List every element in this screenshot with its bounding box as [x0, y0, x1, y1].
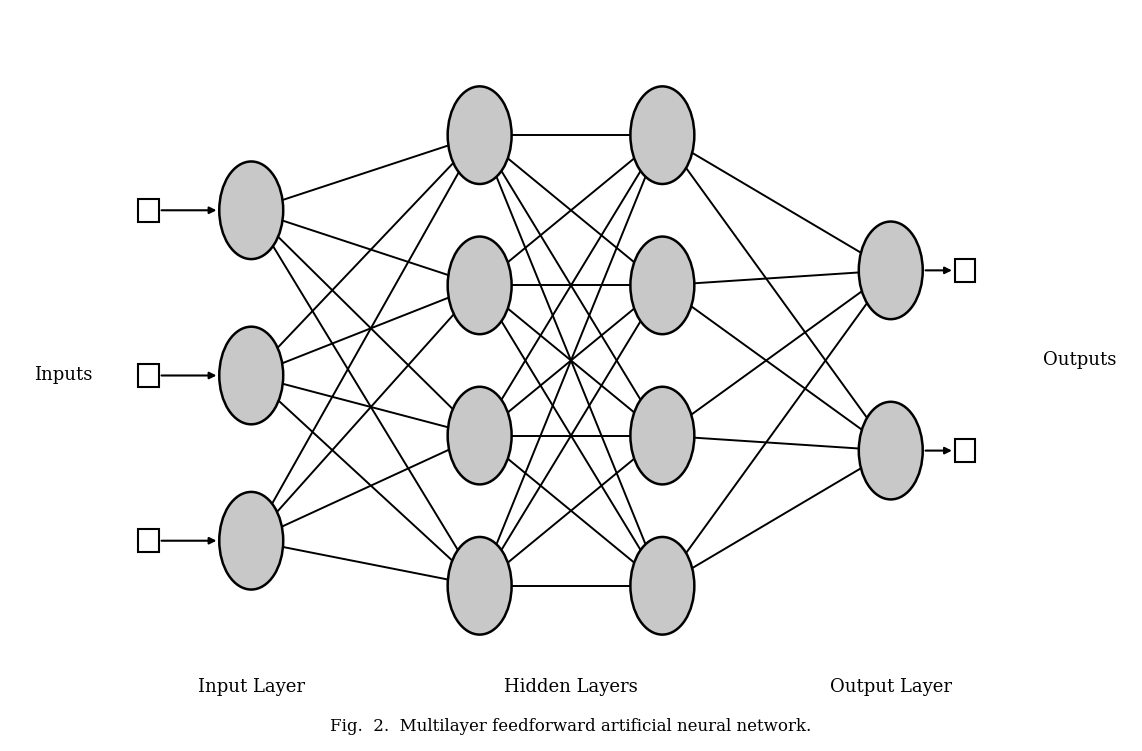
Bar	[955, 259, 975, 282]
Ellipse shape	[219, 161, 283, 259]
Bar	[138, 529, 159, 552]
Bar	[955, 439, 975, 462]
Ellipse shape	[630, 86, 694, 184]
Ellipse shape	[448, 237, 512, 334]
Text: Input Layer: Input Layer	[198, 678, 305, 696]
Ellipse shape	[859, 402, 923, 499]
Text: Fig.  2.  Multilayer feedforward artificial neural network.: Fig. 2. Multilayer feedforward artificia…	[330, 719, 812, 735]
Bar	[138, 364, 159, 387]
Ellipse shape	[448, 387, 512, 484]
Text: Output Layer: Output Layer	[830, 678, 951, 696]
Text: Hidden Layers: Hidden Layers	[504, 678, 638, 696]
Ellipse shape	[219, 492, 283, 590]
Ellipse shape	[448, 537, 512, 635]
Ellipse shape	[448, 86, 512, 184]
Text: Outputs: Outputs	[1043, 351, 1116, 369]
Ellipse shape	[859, 222, 923, 319]
Ellipse shape	[219, 327, 283, 424]
Ellipse shape	[630, 237, 694, 334]
Bar	[138, 199, 159, 222]
Text: Inputs: Inputs	[33, 366, 93, 385]
Ellipse shape	[630, 537, 694, 635]
Ellipse shape	[630, 387, 694, 484]
